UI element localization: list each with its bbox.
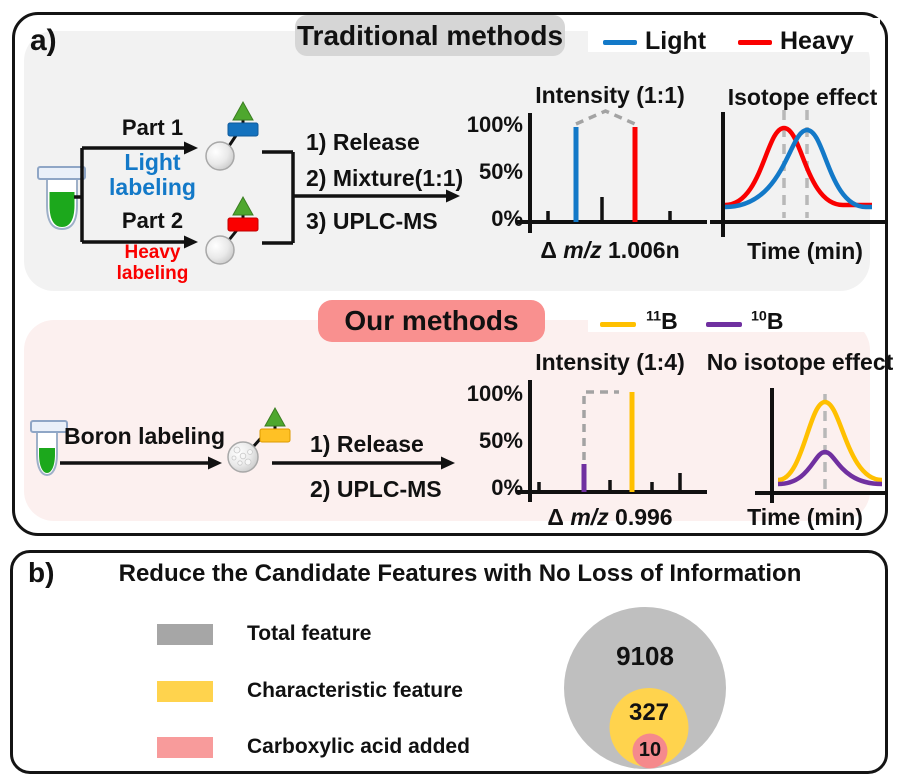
- axes: [710, 112, 888, 237]
- spectrum-b-plot: [517, 380, 707, 502]
- bead-heavy-icon: [205, 195, 259, 265]
- trad-step-3: 3) UPLC-MS: [306, 208, 438, 234]
- axes: [517, 113, 707, 233]
- boron-labeling-label: Boron labeling: [64, 423, 225, 449]
- sample-tube-icon: [37, 166, 86, 231]
- ours-step-1: 1) Release: [310, 431, 424, 457]
- our-methods-panel: [24, 320, 870, 521]
- panel-b-label: b): [28, 557, 55, 588]
- legend-light-label: Light: [645, 27, 707, 55]
- spectrum-b-ytick-50: 50%: [478, 428, 523, 453]
- spectrum-a-ytick-100: 100%: [466, 112, 523, 137]
- dashed-outline: [582, 390, 619, 460]
- arrowhead: [208, 456, 222, 470]
- legend-10B-line-swatch: [706, 322, 742, 327]
- chrom-a-xlabel: Time (min): [747, 238, 863, 264]
- axes: [755, 388, 888, 503]
- legend-carboxylic-swatch: [157, 737, 213, 758]
- light-labeling-label: Light labeling: [109, 149, 196, 201]
- ours-step-2: 2) UPLC-MS: [310, 476, 442, 502]
- legend-heavy-label: Heavy: [780, 27, 854, 55]
- legend-total-label: Total feature: [247, 622, 372, 645]
- venn-carboxylic-value: 10: [638, 739, 662, 761]
- split-bracket: [74, 146, 186, 244]
- legend-11B-label: 11B: [646, 308, 678, 334]
- green-triangle-icon: [232, 100, 254, 121]
- spectrum-b-ytick-100: 100%: [466, 381, 523, 406]
- baseline-ticks: [537, 473, 682, 492]
- chrom-a-title: Isotope effect: [727, 84, 878, 110]
- legend-b-strip: [588, 300, 880, 332]
- boron-tag-icon: [259, 428, 291, 443]
- legend-total-swatch: [157, 624, 213, 645]
- legend-heavy-line-swatch: [738, 40, 772, 45]
- our-methods-header: Our methods: [318, 300, 545, 342]
- heavy-curve: [724, 125, 872, 208]
- trad-step-2: 2) Mixture(1:1): [306, 165, 464, 191]
- arrowhead-part2: [184, 235, 198, 249]
- spectrum-b-ytick-0: 0%: [491, 475, 523, 500]
- legend-characteristic-label: Characteristic feature: [247, 679, 463, 702]
- chrom-b-plot: [755, 388, 888, 503]
- panel-a-border: [12, 12, 888, 536]
- green-triangle-icon: [232, 195, 254, 216]
- light-curve: [724, 127, 872, 210]
- legend-characteristic-swatch: [157, 681, 213, 702]
- panel-b-title: Reduce the Candidate Features with No Lo…: [118, 560, 802, 587]
- traditional-flow-diagram: [37, 100, 460, 265]
- spectrum-b-title: Intensity (1:4): [535, 349, 685, 375]
- panel-b-border: [10, 550, 888, 774]
- arrowhead-part1: [184, 141, 198, 155]
- legend-light-line-swatch: [603, 40, 637, 45]
- baseline-ticks: [546, 197, 672, 222]
- heavy-tag-icon: [227, 217, 259, 232]
- bead-speckles: [231, 446, 253, 466]
- arrowhead-main: [446, 189, 460, 203]
- traditional-methods-header-label: Traditional methods: [296, 19, 564, 51]
- spectrum-a-xlabel: Δ m/z 1.006n: [540, 237, 680, 263]
- venn-characteristic-value: 327: [628, 699, 670, 726]
- boron-bead-icon: [227, 406, 291, 473]
- b10-curve: [777, 449, 883, 487]
- traditional-methods-panel: [24, 31, 870, 291]
- panel-a-label: a): [30, 24, 57, 57]
- sample-tube-icon: [30, 420, 68, 477]
- our-methods-header-label: Our methods: [344, 305, 519, 336]
- legend-11B-line-swatch: [600, 322, 636, 327]
- arrowhead: [441, 456, 455, 470]
- legend-carboxylic-label: Carboxylic acid added: [247, 735, 470, 758]
- legend-a-strip: [588, 18, 880, 52]
- spectrum-a-plot: [517, 109, 707, 233]
- chrom-a-plot: [710, 110, 888, 237]
- trad-step-1: 1) Release: [306, 129, 420, 155]
- axes: [517, 380, 707, 502]
- traditional-methods-header: Traditional methods: [295, 15, 565, 56]
- spectrum-b-xlabel: Δ m/z 0.996: [547, 504, 673, 530]
- spectrum-a-ytick-0: 0%: [491, 206, 523, 231]
- bead-light-icon: [205, 100, 259, 171]
- heavy-labeling-label: Heavy labeling: [116, 242, 189, 284]
- part1-label: Part 1: [121, 115, 184, 140]
- b11-curve: [777, 399, 883, 483]
- venn-carboxylic-circle: [632, 733, 668, 769]
- venn-total-value: 9108: [616, 641, 674, 671]
- part2-label: Part 2: [121, 208, 184, 233]
- chrom-b-xlabel: Time (min): [747, 504, 863, 530]
- spectrum-a-ytick-50: 50%: [478, 159, 523, 184]
- merge-bracket: [262, 150, 448, 245]
- legend-10B-label: 10B: [751, 308, 784, 334]
- green-triangle-icon: [264, 406, 286, 427]
- light-tag-icon: [227, 122, 259, 137]
- dashed-chevron: [575, 109, 636, 126]
- nested-venn-diagram: [564, 607, 726, 769]
- ours-flow-diagram: [30, 406, 455, 477]
- chrom-b-title: No isotope effect: [706, 349, 894, 375]
- spectrum-a-title: Intensity (1:1): [535, 82, 685, 108]
- venn-characteristic-circle: [609, 688, 689, 767]
